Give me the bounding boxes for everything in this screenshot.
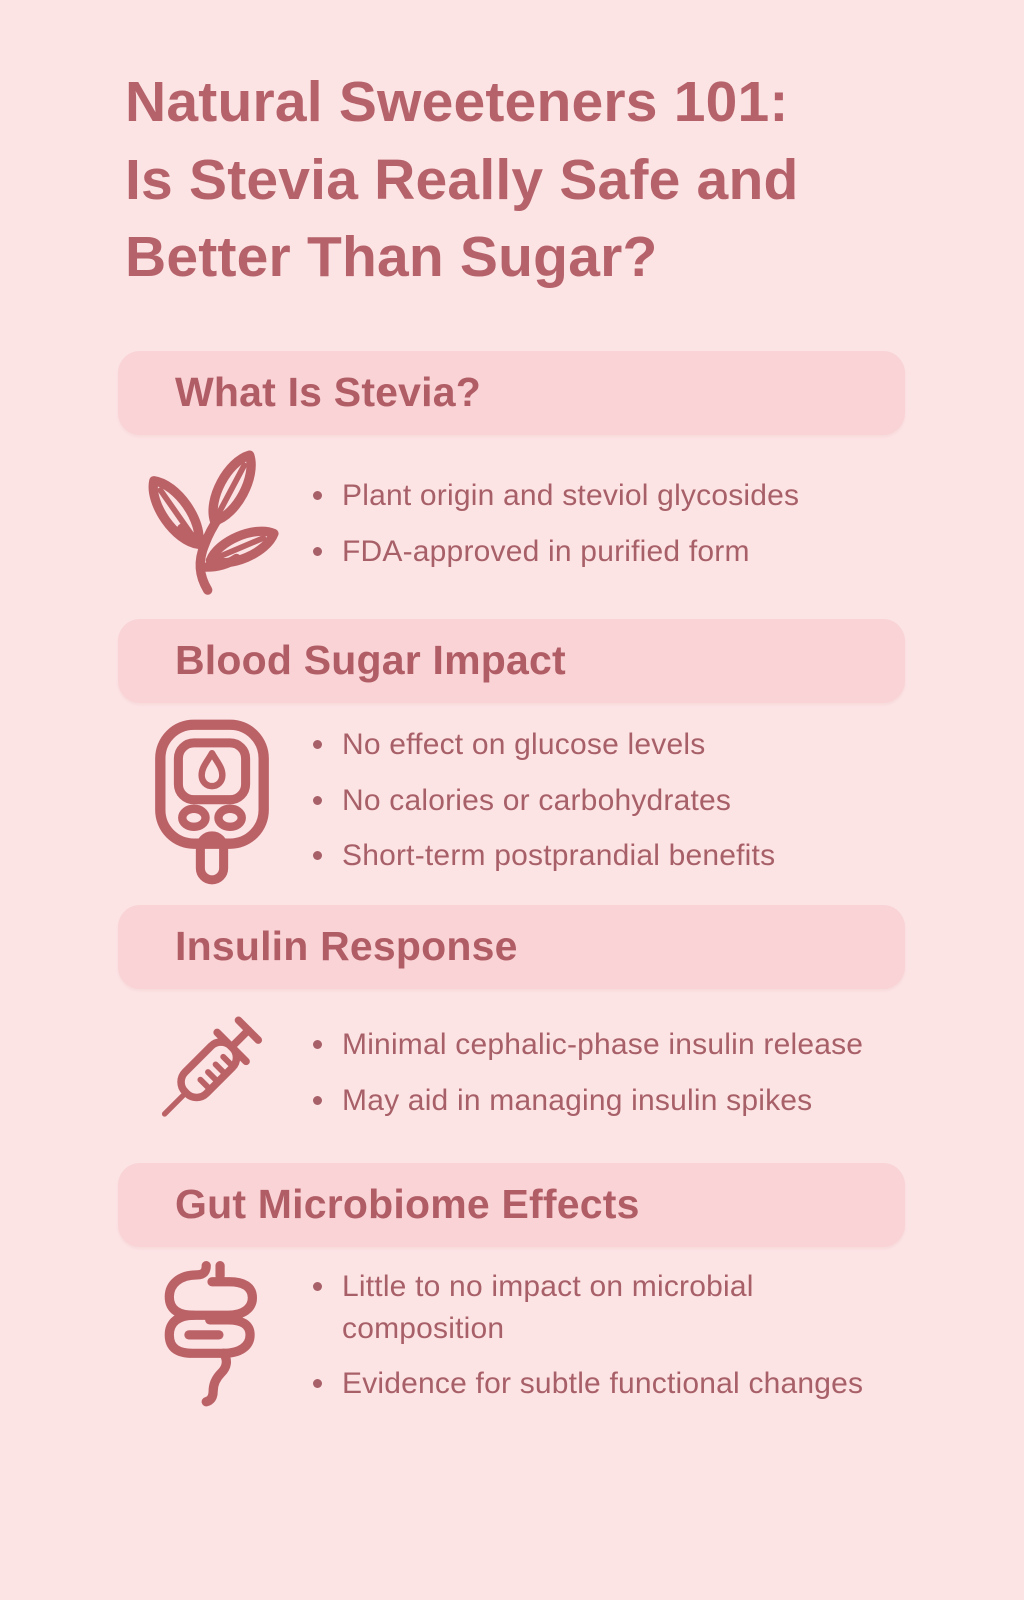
section-heading: Gut Microbiome Effects <box>175 1181 640 1228</box>
intestine-icon <box>164 1260 257 1406</box>
page-title: Natural Sweeteners 101: Is Stevia Really… <box>125 64 905 297</box>
section-gut-microbiome-effects: Gut Microbiome Effects Little to no impa… <box>118 1162 905 1431</box>
title-line-2: Is Stevia Really Safe and <box>125 147 799 212</box>
bullet-item: No calories or carbohydrates <box>306 780 775 821</box>
bullet-list: Minimal cephalic-phase insulin release M… <box>306 1024 863 1121</box>
icon-box <box>118 1003 306 1143</box>
icon-box <box>118 717 306 885</box>
bullet-list: No effect on glucose levels No calories … <box>306 724 775 876</box>
leaf-icon <box>148 449 279 595</box>
bullet-list: Plant origin and steviol glycosides FDA-… <box>306 475 799 572</box>
glucose-meter-icon <box>155 719 269 884</box>
section-content: No effect on glucose levels No calories … <box>118 703 905 905</box>
section-heading: What Is Stevia? <box>175 369 482 416</box>
section-blood-sugar-impact: Blood Sugar Impact No effect on glucose … <box>118 618 905 905</box>
bullet-item: No effect on glucose levels <box>306 724 775 765</box>
syringe-icon <box>161 1016 263 1117</box>
bullet-item: Plant origin and steviol glycosides <box>306 475 799 516</box>
icon-box <box>118 449 306 599</box>
section-header-insulin-response: Insulin Response <box>118 904 905 989</box>
bullet-item: May aid in managing insulin spikes <box>306 1080 863 1121</box>
section-insulin-response: Insulin Response <box>118 904 905 1163</box>
section-heading: Blood Sugar Impact <box>175 637 566 684</box>
section-header-gut-microbiome-effects: Gut Microbiome Effects <box>118 1162 905 1247</box>
section-content: Little to no impact on microbial composi… <box>118 1247 905 1431</box>
bullet-item: Little to no impact on microbial composi… <box>306 1266 905 1349</box>
title-line-3: Better Than Sugar? <box>125 225 658 290</box>
icon-box <box>118 1260 306 1411</box>
section-content: Plant origin and steviol glycosides FDA-… <box>118 435 905 619</box>
bullet-item: FDA-approved in purified form <box>306 531 799 572</box>
section-header-what-is-stevia: What Is Stevia? <box>118 350 905 435</box>
section-what-is-stevia: What Is Stevia? <box>118 350 905 619</box>
bullet-item: Minimal cephalic-phase insulin release <box>306 1024 863 1065</box>
bullet-item: Evidence for subtle functional changes <box>306 1363 905 1404</box>
title-line-1: Natural Sweeteners 101: <box>125 70 789 134</box>
section-heading: Insulin Response <box>175 923 518 970</box>
infographic: Natural Sweeteners 101: Is Stevia Really… <box>0 64 1024 1431</box>
section-header-blood-sugar-impact: Blood Sugar Impact <box>118 618 905 703</box>
bullet-list: Little to no impact on microbial composi… <box>306 1266 905 1404</box>
section-content: Minimal cephalic-phase insulin release M… <box>118 989 905 1163</box>
bullet-item: Short-term postprandial benefits <box>306 835 775 876</box>
